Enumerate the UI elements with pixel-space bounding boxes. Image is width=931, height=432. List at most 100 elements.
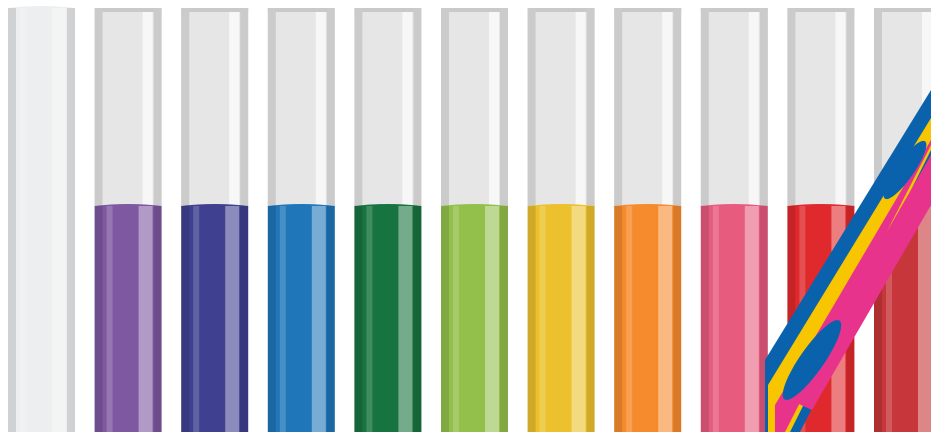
tube-liquid — [267, 204, 335, 432]
liquid-edge — [673, 206, 682, 432]
tube-highlight — [748, 12, 759, 206]
tube — [441, 8, 508, 432]
liquid-edge — [8, 8, 16, 432]
liquid-edge — [153, 206, 162, 432]
tube — [94, 8, 162, 432]
liquid-edge — [500, 206, 508, 432]
liquid-edge — [874, 206, 882, 432]
liquid-highlight — [138, 206, 153, 432]
liquid-edge — [700, 206, 709, 432]
tube-edge — [787, 8, 796, 206]
tube — [614, 8, 682, 432]
tube-liquid — [181, 204, 249, 432]
tube-edge — [441, 8, 449, 206]
tube-edge — [527, 8, 536, 206]
tube-rim — [267, 8, 335, 12]
liquid-shine — [453, 206, 459, 432]
tube-edge — [673, 8, 682, 206]
tube-liquid — [94, 204, 162, 432]
liquid-edge — [94, 206, 103, 432]
tube-liquid — [700, 204, 768, 432]
liquid-edge — [527, 206, 536, 432]
liquid-shine — [539, 206, 546, 432]
tubes — [8, 6, 931, 432]
liquid-shine — [20, 8, 26, 432]
liquid-highlight — [485, 206, 499, 432]
liquid-highlight — [225, 206, 240, 432]
liquid-shine — [106, 206, 113, 432]
tube-edge — [614, 8, 623, 206]
liquid-edge — [67, 8, 75, 432]
liquid-highlight — [571, 206, 586, 432]
liquid-shine — [193, 206, 200, 432]
marker — [765, 90, 931, 432]
liquid-shine — [279, 206, 286, 432]
tube-edge — [267, 8, 276, 206]
tube-edge — [413, 8, 422, 206]
liquid-edge — [441, 206, 449, 432]
tube — [354, 8, 422, 432]
tube-highlight — [142, 12, 153, 206]
liquid-highlight — [658, 206, 673, 432]
tube-edge — [500, 8, 508, 206]
tube-liquid — [354, 204, 422, 432]
tube-highlight — [489, 12, 499, 206]
tube-rim — [614, 8, 682, 12]
tube-liquid — [8, 6, 75, 432]
tube — [700, 8, 768, 432]
tube-highlight — [315, 12, 326, 206]
liquid-edge — [240, 206, 249, 432]
tube-edge — [181, 8, 190, 206]
marker-spot — [782, 320, 842, 400]
liquid-shine — [626, 206, 633, 432]
liquid-edge — [354, 206, 363, 432]
tube-edge — [326, 8, 335, 206]
tube-edge — [759, 8, 768, 206]
tube-rim — [700, 8, 768, 12]
tube-rim — [181, 8, 249, 12]
liquid-highlight — [311, 206, 326, 432]
tube-rim — [441, 8, 508, 12]
tube-liquid — [614, 204, 682, 432]
tube-edge — [354, 8, 363, 206]
tube — [181, 8, 249, 432]
liquid-highlight — [744, 206, 759, 432]
liquid-shine — [886, 206, 892, 432]
tube-edge — [240, 8, 249, 206]
liquid-edge — [614, 206, 623, 432]
tube — [527, 8, 595, 432]
tube — [267, 8, 335, 432]
tube-rim — [874, 8, 931, 12]
marker-spot — [883, 140, 927, 200]
tube-edge — [586, 8, 595, 206]
liquid-edge — [759, 206, 768, 432]
liquid-highlight — [918, 206, 931, 432]
tube — [8, 6, 75, 432]
liquid-shine — [712, 206, 719, 432]
tube-liquid — [441, 204, 508, 432]
liquid-edge — [181, 206, 190, 432]
liquid-edge — [586, 206, 595, 432]
tube-edge — [846, 8, 855, 206]
tube-highlight — [835, 12, 846, 206]
liquid-shine — [366, 206, 373, 432]
tube-rim — [354, 8, 422, 12]
liquid-edge — [267, 206, 276, 432]
liquid-edge — [326, 206, 335, 432]
tube-rim — [94, 8, 162, 12]
tube-edge — [153, 8, 162, 206]
tube-highlight — [402, 12, 413, 206]
tube-edge — [94, 8, 103, 206]
tube-highlight — [229, 12, 240, 206]
liquid-highlight — [398, 206, 413, 432]
tube-rim — [527, 8, 595, 12]
tube-highlight — [662, 12, 673, 206]
tube-highlight — [575, 12, 586, 206]
tube-edge — [700, 8, 709, 206]
liquid-highlight — [52, 8, 66, 432]
tube-rim — [787, 8, 855, 12]
liquid-edge — [413, 206, 422, 432]
tube-edge — [874, 8, 882, 206]
